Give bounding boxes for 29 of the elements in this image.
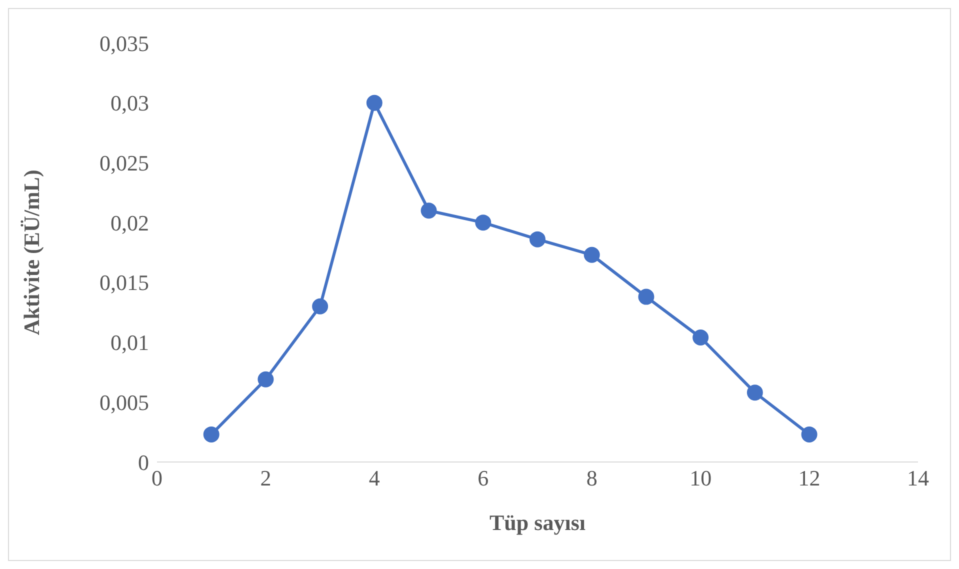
- point: [203, 426, 220, 442]
- x-tick-label: 8: [586, 466, 598, 491]
- point: [638, 288, 654, 305]
- point: [475, 214, 492, 231]
- point: [258, 371, 274, 388]
- x-tick-label: 10: [690, 466, 712, 491]
- point: [420, 202, 437, 219]
- x-tick-label: 6: [478, 466, 489, 491]
- x-tick-label: 2: [260, 466, 272, 491]
- y-tick-label: 0,01: [110, 330, 149, 356]
- y-tick-label: 0: [138, 450, 149, 475]
- x-tick-label: 4: [368, 466, 380, 491]
- y-tick-label: 0,025: [100, 150, 149, 176]
- point: [801, 426, 818, 442]
- x-tick-label: 14: [907, 466, 929, 491]
- y-tick-label: 0,03: [110, 90, 149, 116]
- y-tick-label: 0,015: [100, 270, 149, 296]
- y-tick-label: 0,02: [110, 210, 149, 236]
- point: [366, 94, 382, 111]
- point: [746, 384, 763, 401]
- x-axis-title: Tüp sayısı: [490, 510, 586, 535]
- point: [530, 231, 546, 248]
- y-tick-label: 0,005: [100, 390, 149, 415]
- x-tick-label: 12: [798, 466, 820, 491]
- point: [312, 298, 328, 314]
- y-tick-label: 0,035: [100, 30, 149, 56]
- y-axis-title: Aktivite (EÜ/mL): [18, 170, 44, 336]
- point: [692, 329, 709, 346]
- point: [584, 246, 600, 263]
